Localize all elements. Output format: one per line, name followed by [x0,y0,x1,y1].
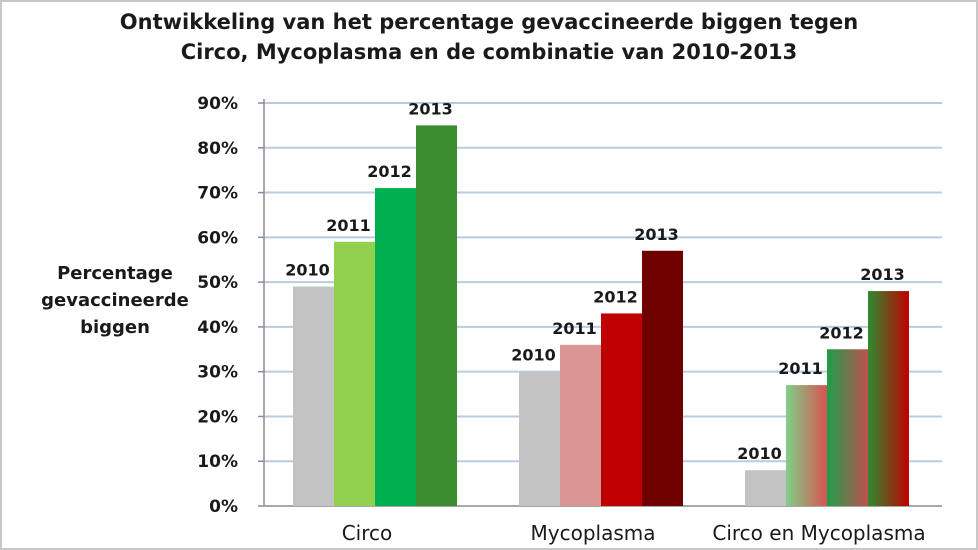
y-tick-label-10: 10% [197,452,238,472]
y-axis-label: Percentage gevaccineerde biggen [41,263,189,338]
bar-circo-2012 [375,188,416,507]
bar-label-circo-en-mycoplasma-2012: 2012 [819,323,864,342]
y-tick-label-20: 20% [197,407,238,427]
bar-label-circo-en-mycoplasma-2010: 2010 [737,444,782,463]
y-tick-label-60: 60% [197,228,238,248]
bar-label-mycoplasma-2012: 2012 [593,287,638,306]
y-axis-label-line-1: Percentage [57,263,173,284]
bar-label-mycoplasma-2011: 2011 [552,319,597,338]
bar-label-circo-2013: 2013 [408,99,453,118]
bar-circo-2013 [416,125,457,506]
y-tick-label-30: 30% [197,363,238,383]
y-tick-label-70: 70% [197,184,238,204]
title-line-1: Ontwikkeling van het percentage gevaccin… [120,10,858,34]
bar-labels: 2010 2011 2012 2013 2010 2011 2012 2013 2010 2011… [285,99,905,463]
bar-circo-en-mycoplasma-2011 [786,385,827,506]
y-tick-label-0: 0% [209,497,238,517]
bar-mycoplasma-2012 [601,313,642,506]
bar-label-mycoplasma-2010: 2010 [511,346,556,365]
bar-circo-2010 [293,286,334,506]
bar-circo-en-mycoplasma-2010 [745,470,786,506]
y-tick-label-90: 90% [197,94,238,114]
bar-label-circo-2010: 2010 [285,261,330,280]
category-label-3: Circo en Mycoplasma [712,521,925,545]
bar-label-circo-en-mycoplasma-2013: 2013 [860,265,905,284]
y-tick-label-40: 40% [197,318,238,338]
bar-circo-en-mycoplasma-2013 [868,291,909,506]
bar-mycoplasma-2010 [519,371,560,506]
y-tick-label-80: 80% [197,139,238,159]
y-tick-labels: 0% 10% 20% 30% 40% 50% 60% 70% 80% 90% [197,94,238,517]
bar-circo-2011 [334,241,375,507]
bar-circo-en-mycoplasma-2012 [827,349,868,506]
category-label-1: Circo [342,521,393,545]
bar-label-circo-en-mycoplasma-2011: 2011 [778,359,823,378]
bars [293,125,909,507]
y-tick-label-50: 50% [197,273,238,293]
chart-title: Ontwikkeling van het percentage gevaccin… [120,10,858,64]
bar-mycoplasma-2013 [642,250,683,506]
bar-label-circo-2012: 2012 [367,162,412,181]
category-labels: Circo Mycoplasma Circo en Mycoplasma [342,521,926,545]
bar-mycoplasma-2011 [560,344,601,506]
category-label-2: Mycoplasma [531,521,656,545]
bar-label-mycoplasma-2013: 2013 [634,225,679,244]
y-axis-label-line-3: biggen [80,317,150,338]
bar-label-circo-2011: 2011 [326,216,371,235]
title-line-2: Circo, Mycoplasma en de combinatie van 2… [181,40,798,64]
y-axis-label-line-2: gevaccineerde [41,290,189,311]
